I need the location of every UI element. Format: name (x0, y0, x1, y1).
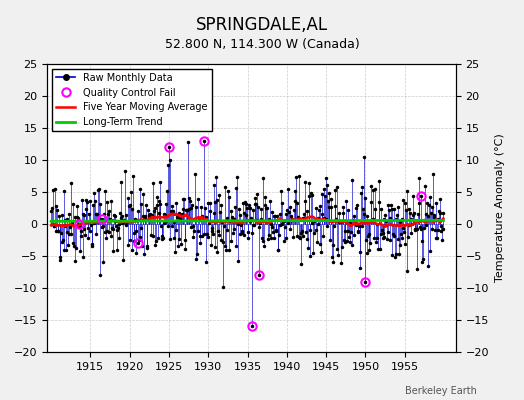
Y-axis label: Temperature Anomaly (°C): Temperature Anomaly (°C) (495, 134, 505, 282)
Text: Berkeley Earth: Berkeley Earth (405, 386, 477, 396)
Text: 52.800 N, 114.300 W (Canada): 52.800 N, 114.300 W (Canada) (165, 38, 359, 51)
Legend: Raw Monthly Data, Quality Control Fail, Five Year Moving Average, Long-Term Tren: Raw Monthly Data, Quality Control Fail, … (52, 69, 212, 131)
Text: SPRINGDALE,AL: SPRINGDALE,AL (196, 16, 328, 34)
